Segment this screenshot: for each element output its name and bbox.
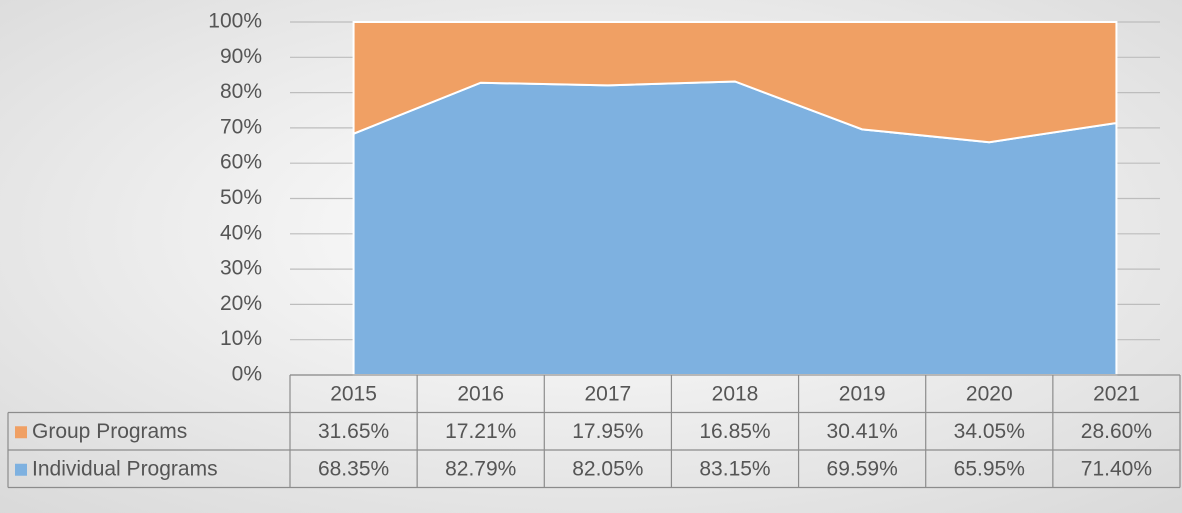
table-cell: 30.41% — [827, 420, 898, 443]
table-cell: 16.85% — [699, 420, 770, 443]
legend-label: Group Programs — [32, 420, 187, 443]
area — [352, 21, 1118, 144]
x-tick-label: 2018 — [712, 382, 759, 405]
x-tick-label: 2021 — [1093, 382, 1140, 405]
table-cell: 69.59% — [827, 457, 898, 480]
table-cell: 34.05% — [954, 420, 1025, 443]
table-cell: 31.65% — [318, 420, 389, 443]
x-tick-label: 2019 — [839, 382, 886, 405]
table-cell: 82.05% — [572, 457, 643, 480]
y-tick-label: 80% — [220, 80, 262, 103]
x-tick-label: 2015 — [330, 382, 377, 405]
y-tick-label: 0% — [232, 363, 262, 386]
y-tick-label: 50% — [220, 186, 262, 209]
x-tick-label: 2016 — [457, 382, 504, 405]
y-tick-label: 10% — [220, 327, 262, 350]
table-cell: 68.35% — [318, 457, 389, 480]
y-tick-label: 90% — [220, 45, 262, 68]
y-tick-label: 20% — [220, 292, 262, 315]
x-tick-label: 2020 — [966, 382, 1013, 405]
table-cell: 82.79% — [445, 457, 516, 480]
table-cell: 28.60% — [1081, 420, 1152, 443]
table-cell: 17.95% — [572, 420, 643, 443]
table-cell: 17.21% — [445, 420, 516, 443]
table-cell: 71.40% — [1081, 457, 1152, 480]
y-tick-label: 100% — [208, 10, 262, 33]
table-cell: 65.95% — [954, 457, 1025, 480]
y-tick-label: 60% — [220, 151, 262, 174]
legend-label: Individual Programs — [32, 457, 218, 480]
table-cell: 83.15% — [699, 457, 770, 480]
x-tick-label: 2017 — [584, 382, 631, 405]
y-tick-label: 30% — [220, 257, 262, 280]
y-tick-label: 70% — [220, 115, 262, 138]
y-tick-label: 40% — [220, 221, 262, 244]
legend-swatch — [15, 463, 27, 476]
legend-swatch — [15, 426, 27, 439]
